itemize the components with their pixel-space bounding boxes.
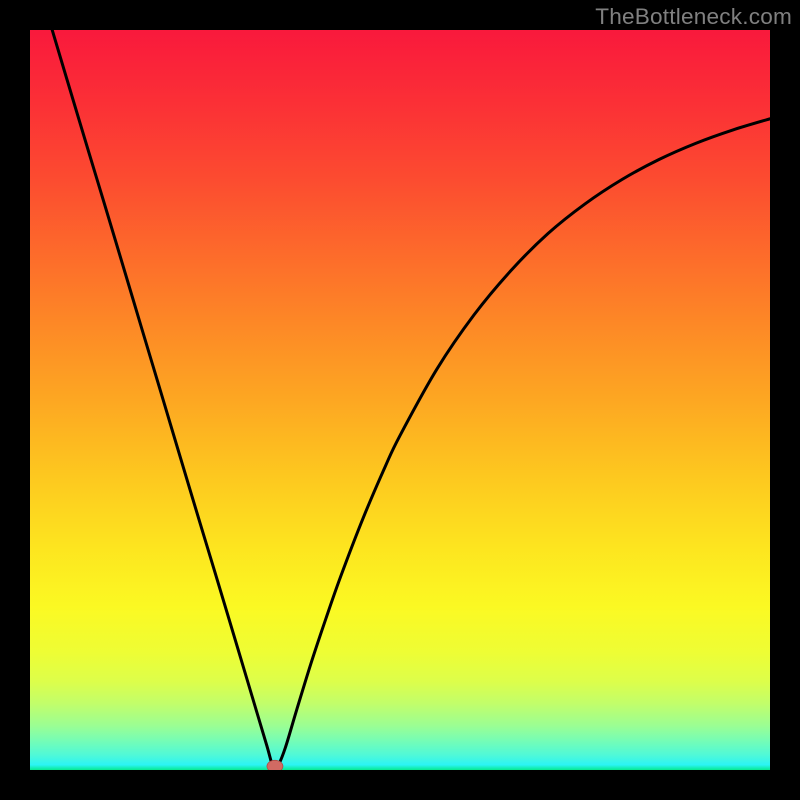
chart-plot-background bbox=[30, 30, 770, 770]
chart-root: TheBottleneck.com bbox=[0, 0, 800, 800]
bottleneck-chart-svg bbox=[0, 0, 800, 800]
watermark-text: TheBottleneck.com bbox=[595, 4, 792, 30]
